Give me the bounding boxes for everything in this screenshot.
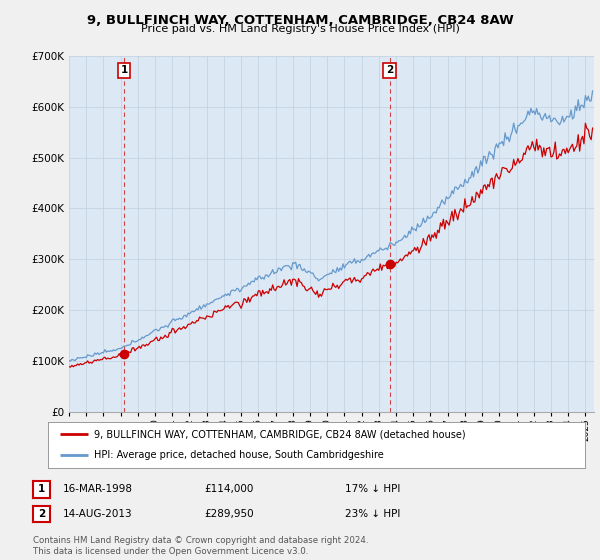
Text: 23% ↓ HPI: 23% ↓ HPI: [345, 509, 400, 519]
Text: Price paid vs. HM Land Registry's House Price Index (HPI): Price paid vs. HM Land Registry's House …: [140, 24, 460, 34]
Text: 14-AUG-2013: 14-AUG-2013: [63, 509, 133, 519]
Text: £289,950: £289,950: [204, 509, 254, 519]
Text: 9, BULLFINCH WAY, COTTENHAM, CAMBRIDGE, CB24 8AW: 9, BULLFINCH WAY, COTTENHAM, CAMBRIDGE, …: [86, 14, 514, 27]
Text: HPI: Average price, detached house, South Cambridgeshire: HPI: Average price, detached house, Sout…: [94, 450, 383, 460]
Text: 2: 2: [386, 65, 393, 75]
Text: Contains HM Land Registry data © Crown copyright and database right 2024.
This d: Contains HM Land Registry data © Crown c…: [33, 536, 368, 556]
Text: £114,000: £114,000: [204, 484, 253, 494]
Text: 16-MAR-1998: 16-MAR-1998: [63, 484, 133, 494]
Text: 1: 1: [121, 65, 128, 75]
Text: 1: 1: [38, 484, 45, 494]
Text: 9, BULLFINCH WAY, COTTENHAM, CAMBRIDGE, CB24 8AW (detached house): 9, BULLFINCH WAY, COTTENHAM, CAMBRIDGE, …: [94, 429, 465, 439]
Text: 17% ↓ HPI: 17% ↓ HPI: [345, 484, 400, 494]
Text: 2: 2: [38, 509, 45, 519]
